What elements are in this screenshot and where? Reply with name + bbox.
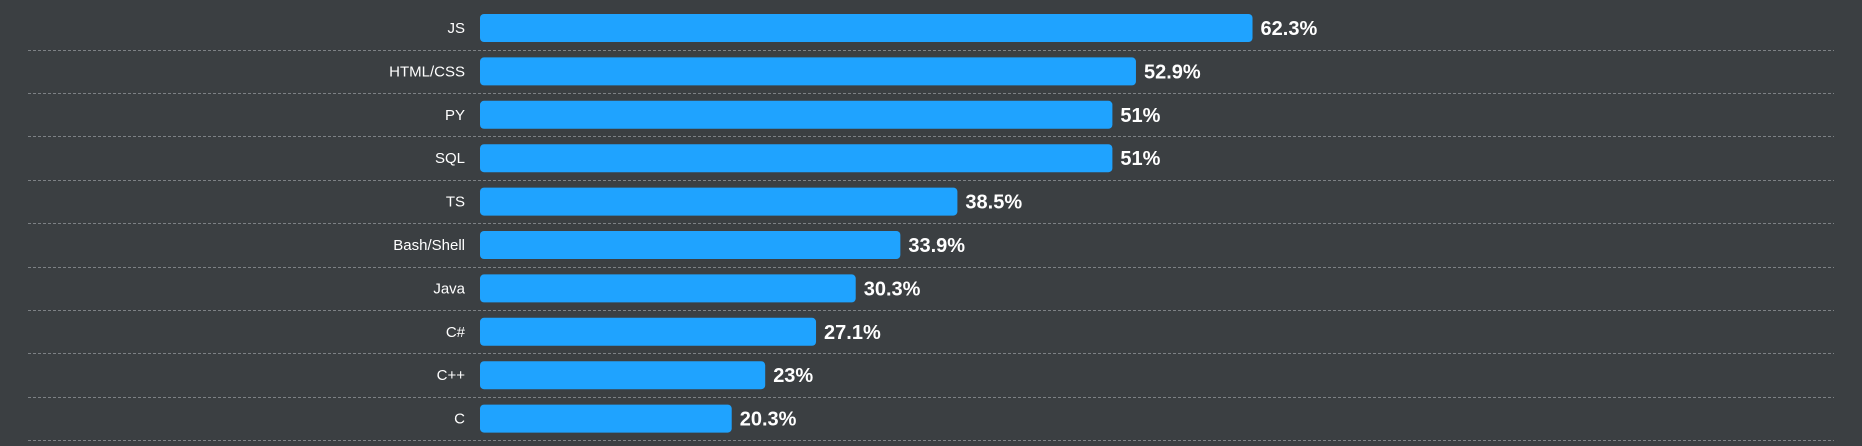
bar-js xyxy=(480,14,1253,42)
value-label: 38.5% xyxy=(965,192,1022,214)
bars xyxy=(480,14,1253,433)
value-label: 20.3% xyxy=(740,409,797,431)
bar-java xyxy=(480,274,856,303)
row-separators xyxy=(28,50,1834,441)
bar-c xyxy=(480,404,732,433)
bar-py xyxy=(480,100,1113,129)
category-label: HTML/CSS xyxy=(389,63,465,80)
value-label: 23% xyxy=(773,365,813,387)
category-label: C xyxy=(454,411,465,428)
category-label: TS xyxy=(446,194,465,211)
value-label: 30.3% xyxy=(864,278,921,300)
category-label: Java xyxy=(433,280,465,297)
bar-html-css xyxy=(480,57,1136,86)
bar-c- xyxy=(480,317,817,346)
bar-ts xyxy=(480,187,958,216)
value-label: 33.9% xyxy=(908,235,965,257)
category-label: C# xyxy=(446,324,466,341)
bar-c- xyxy=(480,361,766,390)
value-label: 62.3% xyxy=(1261,18,1318,40)
value-label: 51% xyxy=(1120,148,1160,170)
bar-bash-shell xyxy=(480,231,901,259)
value-labels: 62.3% 52.9% 51% 51% 38.5%33.9% 30.3% 27.1% 23% 2… xyxy=(740,18,1318,431)
value-label: 51% xyxy=(1120,105,1160,127)
value-label: 52.9% xyxy=(1144,61,1201,83)
value-label: 27.1% xyxy=(824,322,881,344)
category-labels: JS HTML/CSS PY SQL TS Bash/Shell Java C# C++ C xyxy=(389,20,465,428)
category-label: PY xyxy=(445,107,465,124)
bar-sql xyxy=(480,144,1113,173)
category-label: SQL xyxy=(435,150,465,167)
category-label: C++ xyxy=(437,367,466,384)
category-label: JS xyxy=(447,20,465,37)
category-label: Bash/Shell xyxy=(393,237,465,254)
